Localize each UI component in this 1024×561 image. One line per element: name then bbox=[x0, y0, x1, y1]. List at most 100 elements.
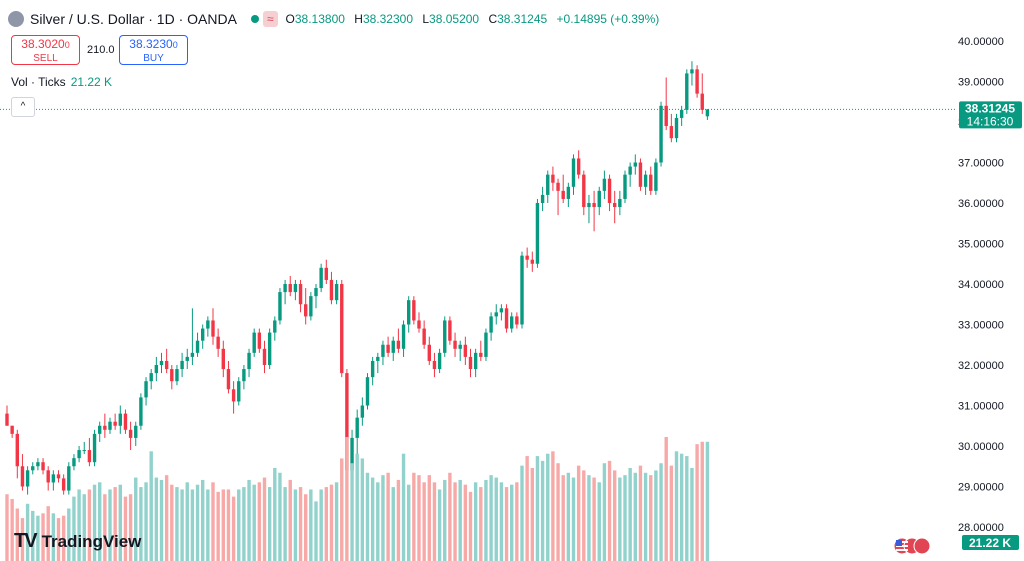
sell-button[interactable]: 38.30200 SELL bbox=[11, 35, 80, 65]
candle bbox=[386, 336, 390, 357]
candle-body bbox=[484, 332, 488, 357]
candle-body bbox=[185, 356, 189, 361]
volume-bar bbox=[484, 479, 488, 561]
candle bbox=[649, 166, 653, 195]
volume-layer bbox=[5, 437, 710, 561]
candle-body bbox=[674, 117, 679, 139]
candle bbox=[427, 336, 431, 365]
volume-value-label: 21.22 K bbox=[962, 535, 1019, 550]
candle bbox=[231, 381, 236, 414]
volume-legend[interactable]: Vol · Ticks 21.22 K bbox=[11, 75, 112, 89]
candle-body bbox=[87, 450, 92, 463]
volume-bar bbox=[695, 444, 699, 561]
volume-bar bbox=[679, 453, 684, 561]
sell-price-small: 0 bbox=[64, 40, 70, 50]
candle-body bbox=[67, 466, 71, 491]
candle bbox=[566, 182, 571, 208]
candle-body bbox=[571, 158, 576, 187]
candle-body bbox=[695, 69, 699, 94]
volume-bar bbox=[628, 468, 632, 561]
candle-body bbox=[82, 450, 86, 452]
volume-bar bbox=[391, 487, 395, 561]
silver-symbol-icon bbox=[8, 11, 24, 27]
volume-bar bbox=[72, 496, 76, 561]
high-key: H bbox=[354, 12, 363, 26]
chart-header: Silver / U.S. Dollar · 1D · OANDA ≈ O38.… bbox=[8, 9, 665, 29]
candle bbox=[525, 247, 529, 268]
candle-body bbox=[556, 182, 560, 191]
candle-body bbox=[654, 162, 658, 191]
candle-body bbox=[118, 413, 122, 426]
candle bbox=[144, 377, 148, 406]
buy-price: 38.3230 bbox=[129, 37, 173, 51]
volume-bar bbox=[134, 477, 138, 561]
volume-bar bbox=[36, 515, 40, 561]
candle bbox=[51, 470, 56, 491]
candle bbox=[700, 73, 704, 114]
volume-bar bbox=[190, 489, 195, 561]
candle bbox=[602, 170, 607, 199]
candle bbox=[422, 320, 426, 349]
candle-body bbox=[510, 316, 514, 329]
sell-price: 38.3020 bbox=[21, 37, 65, 51]
candle-body bbox=[252, 332, 256, 353]
market-status[interactable]: ≈ bbox=[250, 11, 278, 27]
candle-body bbox=[175, 369, 179, 382]
volume-legend-label: Vol · Ticks bbox=[11, 75, 66, 89]
candle bbox=[242, 365, 246, 390]
candle bbox=[164, 348, 169, 374]
y-tick-label: 37.00000 bbox=[958, 158, 1004, 170]
volume-bar bbox=[51, 513, 56, 561]
volume-bar bbox=[237, 489, 241, 561]
candle-body bbox=[355, 417, 359, 438]
collapse-legend-button[interactable]: ^ bbox=[11, 97, 35, 117]
chart-title[interactable]: Silver / U.S. Dollar · 1D · OANDA bbox=[30, 11, 237, 27]
volume-bar bbox=[422, 482, 426, 561]
candle bbox=[530, 251, 534, 272]
volume-bar bbox=[103, 494, 107, 561]
low-value: 38.05200 bbox=[429, 12, 480, 26]
candle-body bbox=[92, 433, 97, 463]
volume-bar bbox=[314, 501, 318, 561]
last-price-value: 38.31245 bbox=[965, 101, 1015, 115]
candle-body bbox=[77, 450, 81, 459]
candle-body bbox=[262, 348, 267, 365]
volume-bar bbox=[159, 479, 164, 561]
candle-body bbox=[15, 433, 19, 467]
candle bbox=[504, 304, 509, 333]
volume-bar bbox=[149, 451, 153, 561]
candle bbox=[118, 405, 122, 434]
candle bbox=[108, 417, 112, 434]
candle-body bbox=[525, 255, 529, 260]
candle-body bbox=[314, 288, 318, 297]
volume-bar bbox=[334, 482, 339, 561]
volume-bar bbox=[504, 487, 509, 561]
candle-body bbox=[592, 203, 596, 208]
volume-bar bbox=[185, 482, 189, 561]
candle-body bbox=[566, 186, 571, 199]
volume-bar bbox=[499, 482, 504, 561]
candle-body bbox=[309, 296, 313, 317]
volume-bar bbox=[195, 484, 200, 561]
y-tick-label: 35.00000 bbox=[958, 239, 1004, 251]
candle bbox=[401, 320, 406, 357]
candle-body bbox=[520, 255, 524, 325]
candle bbox=[237, 377, 241, 406]
volume-bar bbox=[479, 487, 483, 561]
tradingview-logo[interactable]: TV TradingView bbox=[14, 530, 141, 553]
volume-bar bbox=[417, 475, 421, 561]
volume-bar bbox=[278, 472, 282, 561]
candle bbox=[25, 466, 30, 495]
candle bbox=[314, 284, 318, 309]
candle bbox=[56, 470, 61, 483]
candle bbox=[134, 421, 138, 446]
candle bbox=[463, 336, 468, 365]
candle-body bbox=[386, 344, 390, 353]
volume-bar bbox=[262, 477, 267, 561]
candle-body bbox=[216, 336, 220, 349]
buy-button[interactable]: 38.32300 BUY bbox=[119, 35, 188, 65]
candle bbox=[288, 275, 292, 297]
volume-bar bbox=[170, 484, 174, 561]
volume-bar bbox=[643, 472, 648, 561]
